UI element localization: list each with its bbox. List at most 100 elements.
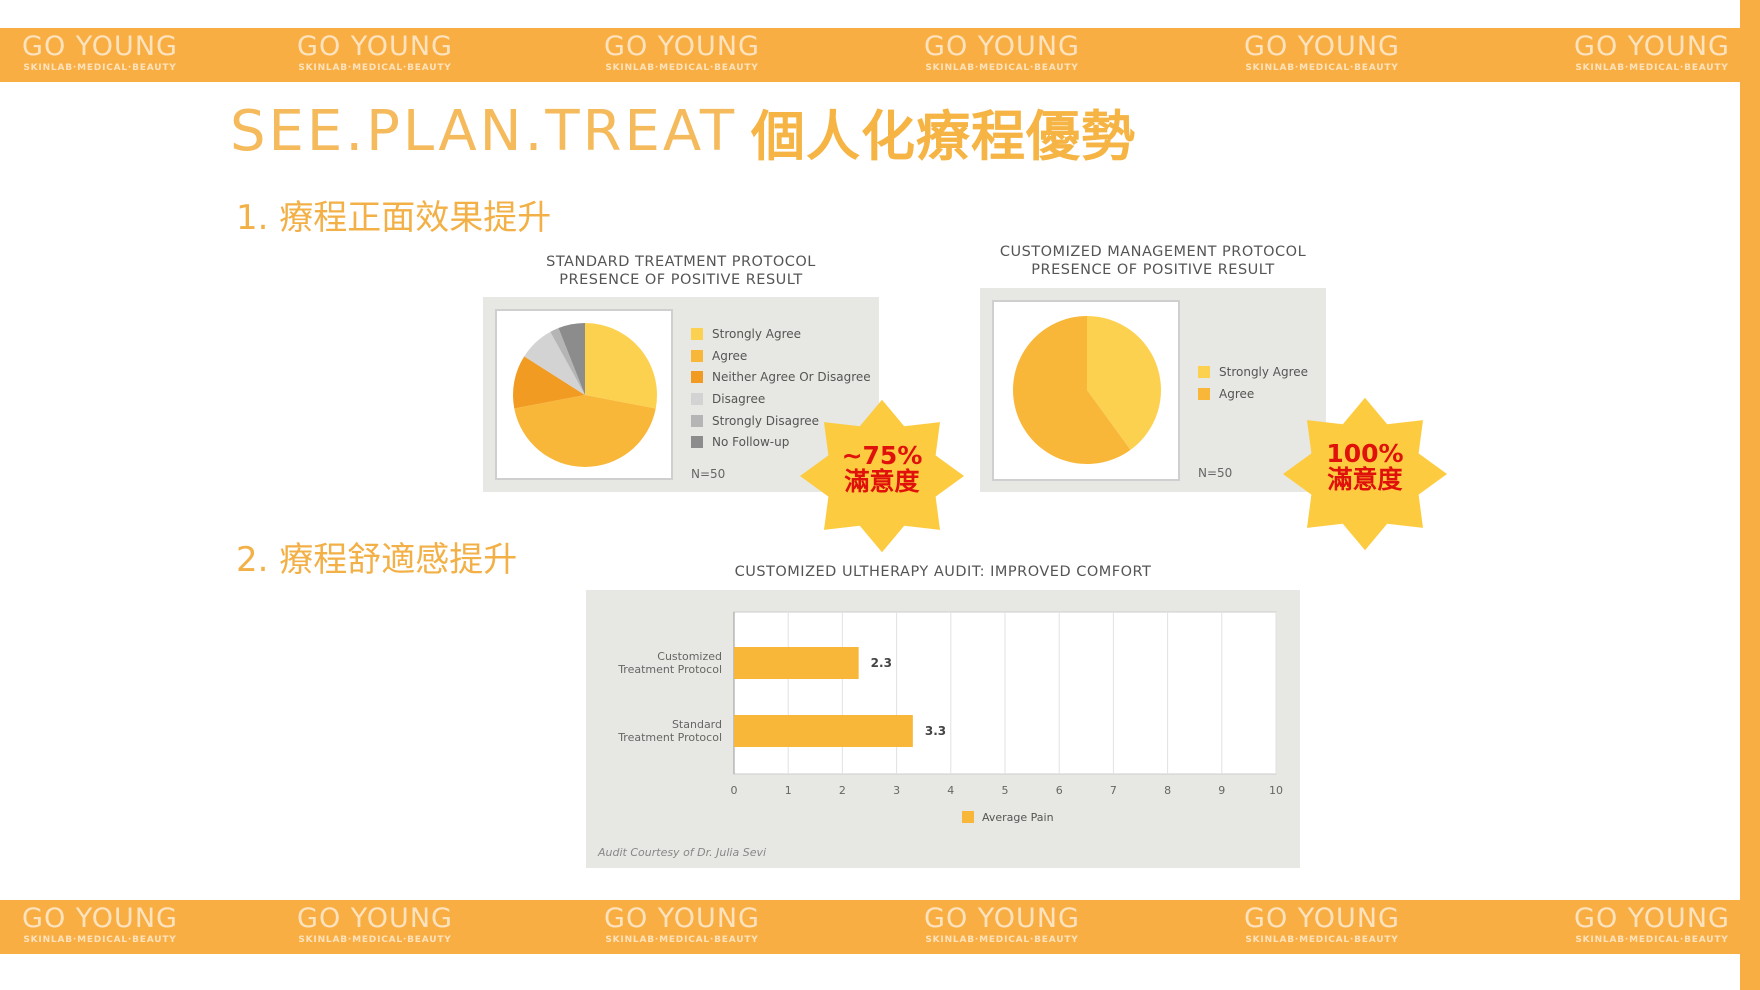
brand-logo-text: GO YOUNG [297, 31, 453, 62]
x-tick-label: 6 [1056, 784, 1063, 797]
brand-logo-subtext: SKINLAB·MEDICAL·BEAUTY [605, 935, 759, 945]
pie-slice-no-follow-up [558, 323, 585, 395]
pie-customized-title-line1: CUSTOMIZED MANAGEMENT PROTOCOL [999, 244, 1307, 260]
bar-value-label: 2.3 [871, 656, 892, 670]
bottom-brand-band: GO YOUNG SKINLAB·MEDICAL·BEAUTY GO YOUNG SK… [0, 900, 1760, 954]
bar-standard [734, 715, 913, 747]
bar-chart-title: CUSTOMIZED ULTHERAPY AUDIT: IMPROVED COM… [734, 564, 1152, 580]
y-category-label: Standard [672, 718, 722, 731]
legend-item: Strongly Agree [691, 323, 871, 345]
legend-item: No Follow-up [691, 431, 871, 453]
legend-label: Agree [712, 348, 748, 363]
x-tick-label: 4 [947, 784, 954, 797]
legend-item: Agree [691, 345, 871, 367]
pie-standard-n: N=50 [691, 467, 726, 481]
legend-swatch [962, 811, 974, 823]
pie-standard-chart [513, 323, 657, 468]
pie-slice-neither-agree-or-disagree [513, 356, 585, 409]
brand-logo-bottom-4: GO YOUNG SKINLAB·MEDICAL·BEAUTY [912, 904, 1092, 946]
brand-logo-top-5: GO YOUNG SKINLAB·MEDICAL·BEAUTY [1232, 32, 1412, 74]
brand-logo-text: GO YOUNG [604, 31, 760, 62]
page-title-chinese: 個人化療程優勢 [751, 105, 1137, 168]
pie-standard-title-line2: PRESENCE OF POSITIVE RESULT [559, 272, 803, 288]
starburst-icon [800, 399, 964, 553]
pie-slice-disagree [524, 331, 585, 395]
brand-logo-top-3: GO YOUNG SKINLAB·MEDICAL·BEAUTY [592, 32, 772, 74]
brand-logo-subtext: SKINLAB·MEDICAL·BEAUTY [605, 63, 759, 73]
starburst-shape [1283, 397, 1447, 551]
badge-customized-percent: 100% [1326, 439, 1404, 468]
brand-logo-text: GO YOUNG [1574, 31, 1730, 62]
starburst-icon [1283, 397, 1447, 551]
legend-swatch [1198, 387, 1210, 400]
brand-logo-top-1: GO YOUNG SKINLAB·MEDICAL·BEAUTY [10, 32, 190, 74]
pie-standard-caption: STANDARD TREATMENT PROTOCOL PRESENCE OF … [481, 253, 881, 289]
brand-logo-top-6: GO YOUNG SKINLAB·MEDICAL·BEAUTY [1562, 32, 1742, 74]
brand-logo-text: GO YOUNG [924, 31, 1080, 62]
section-1-title: 1. 療程正面效果提升 [236, 198, 552, 238]
legend-item: Disagree [691, 388, 871, 410]
brand-logo-subtext: SKINLAB·MEDICAL·BEAUTY [925, 935, 1079, 945]
right-accent-stripe [1740, 0, 1760, 990]
pie-slice-agree [1013, 316, 1131, 464]
pie-standard-title-line1: STANDARD TREATMENT PROTOCOL [546, 254, 816, 270]
pie-customized-title-line2: PRESENCE OF POSITIVE RESULT [1031, 262, 1275, 278]
legend-label: Agree [1219, 386, 1255, 401]
brand-logo-bottom-6: GO YOUNG SKINLAB·MEDICAL·BEAUTY [1562, 904, 1742, 946]
brand-logo-subtext: SKINLAB·MEDICAL·BEAUTY [298, 63, 452, 73]
bar-customized [734, 647, 859, 679]
brand-logo-subtext: SKINLAB·MEDICAL·BEAUTY [1245, 63, 1399, 73]
pie-customized-n: N=50 [1198, 466, 1233, 480]
x-tick-label: 1 [785, 784, 792, 797]
badge-customized-label: 滿意度 [1327, 465, 1403, 494]
brand-logo-subtext: SKINLAB·MEDICAL·BEAUTY [23, 935, 177, 945]
satisfaction-badge-customized: 100% 滿意度 [1275, 394, 1455, 554]
pie-slice-strongly-disagree [550, 328, 585, 395]
pie-customized-caption: CUSTOMIZED MANAGEMENT PROTOCOL PRESENCE … [953, 243, 1353, 279]
pie-slice-strongly-agree [1087, 316, 1161, 450]
satisfaction-badge-standard: ~75% 滿意度 [792, 396, 972, 556]
brand-logo-subtext: SKINLAB·MEDICAL·BEAUTY [1245, 935, 1399, 945]
top-brand-band: GO YOUNG SKINLAB·MEDICAL·BEAUTY GO YOUNG SK… [0, 28, 1760, 82]
legend-swatch [691, 436, 703, 449]
badge-standard-label: 滿意度 [844, 467, 920, 496]
brand-logo-top-4: GO YOUNG SKINLAB·MEDICAL·BEAUTY [912, 32, 1092, 74]
x-tick-label: 9 [1218, 784, 1225, 797]
legend-label: Strongly Agree [1219, 364, 1309, 379]
starburst-shape [800, 399, 964, 553]
legend-item: Strongly Agree [1198, 361, 1308, 383]
brand-logo-text: GO YOUNG [22, 903, 178, 934]
legend-swatch [691, 327, 703, 340]
y-category-label: Treatment Protocol [617, 731, 722, 744]
bar-chart-footnote: Audit Courtesy of Dr. Julia Sevi [598, 846, 767, 859]
legend-swatch [1198, 365, 1210, 378]
badge-standard-percent: ~75% [841, 441, 923, 470]
x-tick-label: 7 [1110, 784, 1117, 797]
brand-logo-text: GO YOUNG [297, 903, 453, 934]
x-tick-label: 8 [1164, 784, 1171, 797]
brand-logo-text: GO YOUNG [924, 903, 1080, 934]
brand-logo-text: GO YOUNG [22, 31, 178, 62]
brand-logo-text: GO YOUNG [1244, 31, 1400, 62]
legend-item: Neither Agree Or Disagree [691, 366, 871, 388]
brand-logo-bottom-5: GO YOUNG SKINLAB·MEDICAL·BEAUTY [1232, 904, 1412, 946]
section-2-title: 2. 療程舒適感提升 [236, 540, 518, 580]
x-tick-label: 3 [893, 784, 900, 797]
brand-logo-text: GO YOUNG [1574, 903, 1730, 934]
legend-item: Agree [1198, 383, 1308, 405]
legend-item: Strongly Disagree [691, 410, 871, 432]
pie-standard-plot-box [495, 309, 673, 480]
brand-logo-subtext: SKINLAB·MEDICAL·BEAUTY [925, 63, 1079, 73]
page-title-english: SEE.PLAN.TREAT [230, 99, 738, 164]
bar-value-label: 3.3 [925, 724, 946, 738]
x-tick-label: 10 [1269, 784, 1283, 797]
brand-logo-subtext: SKINLAB·MEDICAL·BEAUTY [23, 63, 177, 73]
x-tick-label: 0 [731, 784, 738, 797]
pie-customized-panel: Strongly Agree Agree N=50 [980, 288, 1326, 492]
legend-swatch [691, 392, 703, 405]
brand-logo-subtext: SKINLAB·MEDICAL·BEAUTY [1575, 935, 1729, 945]
x-tick-label: 2 [839, 784, 846, 797]
brand-logo-subtext: SKINLAB·MEDICAL·BEAUTY [1575, 63, 1729, 73]
legend-label: Neither Agree Or Disagree [712, 370, 871, 385]
